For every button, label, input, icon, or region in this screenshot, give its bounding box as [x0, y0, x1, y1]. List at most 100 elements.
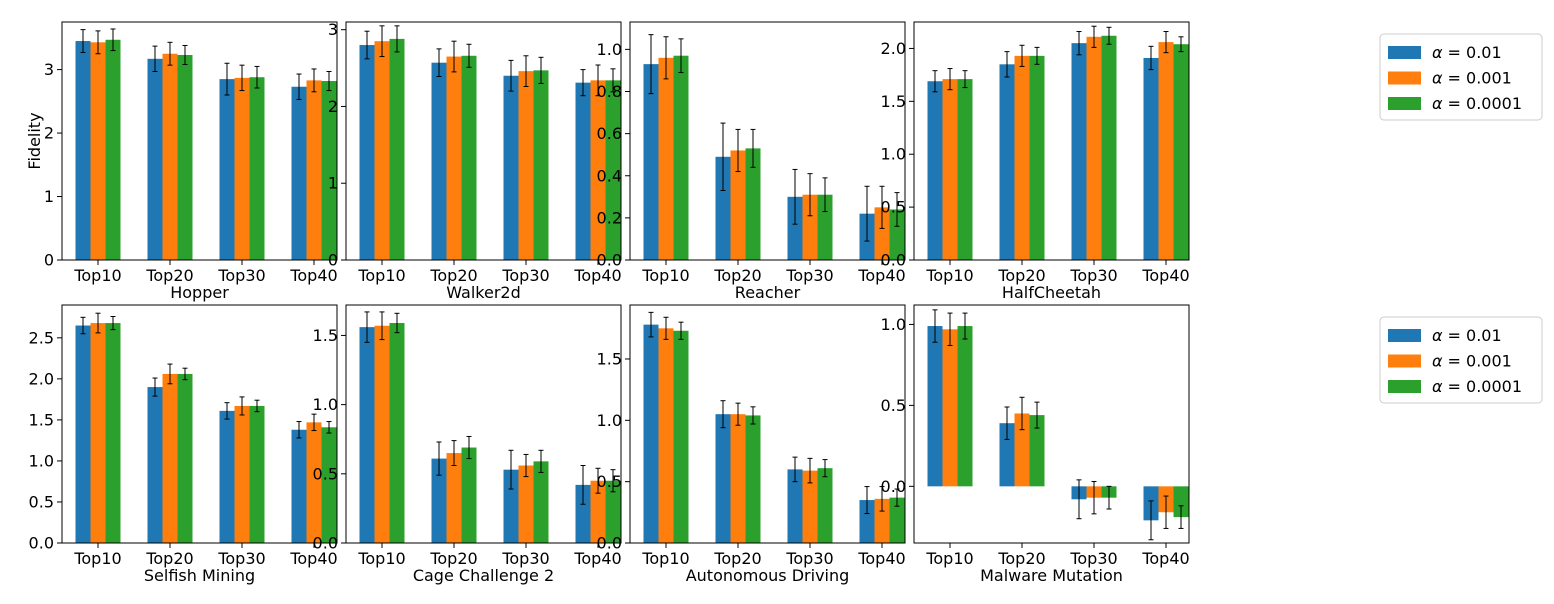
- legend-symbol: α: [1432, 326, 1443, 345]
- bar: [359, 327, 375, 543]
- bar: [105, 323, 121, 543]
- x-tick-label: Top30: [217, 266, 265, 285]
- bar: [590, 480, 606, 543]
- bar: [874, 207, 890, 260]
- bar: [1173, 486, 1189, 518]
- x-tick-label: Top20: [713, 266, 761, 285]
- x-axis-label: HalfCheetah: [1002, 283, 1101, 302]
- axes-frame: [913, 304, 1190, 544]
- bar: [219, 79, 235, 261]
- bar: [658, 57, 674, 260]
- bar: [461, 447, 477, 543]
- axes-frame: [61, 21, 338, 261]
- bar: [889, 497, 905, 543]
- y-tick-label: 0.5: [313, 464, 338, 483]
- bar: [374, 325, 390, 543]
- bar: [147, 58, 163, 260]
- y-tick-label: 1.0: [597, 40, 622, 59]
- bar: [291, 86, 307, 261]
- axes-frame: [345, 304, 622, 544]
- x-tick-label: Top20: [145, 266, 193, 285]
- bar: [1014, 413, 1030, 487]
- y-tick-label: 1.0: [881, 145, 906, 164]
- bar: [389, 38, 405, 261]
- legend: α = 0.01 α = 0.001 α = 0.0001: [1379, 33, 1543, 121]
- legend-symbol: α: [1432, 43, 1443, 62]
- legend-value: = 0.01: [1448, 43, 1502, 62]
- legend-swatch: [1388, 380, 1421, 393]
- bar: [1101, 35, 1117, 260]
- y-tick-label: 0.5: [881, 396, 906, 415]
- x-tick-label: Top40: [1141, 549, 1189, 568]
- x-tick-label: Top30: [501, 549, 549, 568]
- y-tick-label: 1.0: [881, 315, 906, 334]
- y-tick-label: 1.5: [597, 349, 622, 368]
- x-tick-label: Top10: [925, 549, 973, 568]
- bar: [745, 148, 761, 260]
- bar: [605, 480, 621, 543]
- y-tick-label: 1.5: [29, 410, 54, 429]
- subplot-malware-mutation: 0.0 0.5 1.0 Top10 Top20 Top30 Top40 Malware Mut…: [881, 304, 1190, 585]
- bar: [518, 465, 534, 543]
- bar: [321, 427, 337, 543]
- bar: [90, 323, 106, 543]
- axes-frame: [629, 21, 906, 261]
- x-tick-label: Top10: [73, 266, 121, 285]
- axes-frame: [913, 21, 1190, 261]
- x-tick-label: Top10: [73, 549, 121, 568]
- bar: [1143, 57, 1159, 260]
- axes-frame: [629, 304, 906, 544]
- y-tick-label: 0: [328, 251, 338, 270]
- y-tick-label: 2: [328, 97, 338, 116]
- bar: [75, 41, 91, 260]
- bar: [643, 64, 659, 260]
- bar: [957, 79, 973, 261]
- y-tick-label: 3: [328, 20, 338, 39]
- legend-swatch: [1388, 97, 1421, 110]
- bar: [306, 422, 322, 543]
- subplot-hopper: 0 1 2 3 Top10 Top20 Top30 Top40 Hopper Fidelity: [25, 21, 338, 302]
- x-tick-label: Top40: [857, 549, 905, 568]
- bar: [431, 458, 447, 543]
- y-tick-label: 2.0: [881, 39, 906, 58]
- bar: [503, 75, 519, 260]
- y-tick-label: 0: [44, 251, 54, 270]
- legend-swatch: [1388, 71, 1421, 85]
- bar: [431, 62, 447, 260]
- y-tick-label: 1: [44, 187, 54, 206]
- bar: [306, 80, 322, 260]
- bar: [1071, 43, 1087, 261]
- bar: [446, 453, 462, 543]
- bar: [715, 414, 731, 543]
- y-tick-label: 0.0: [881, 477, 906, 496]
- bar: [533, 461, 549, 543]
- bar: [715, 156, 731, 260]
- subplot-selfish-mining: 0.0 0.5 1.0 1.5 2.0 2.5 Top10 Top20 Top30 Top40 Se…: [29, 304, 338, 585]
- legend-label: α = 0.0001: [1432, 94, 1522, 113]
- bar: [927, 326, 943, 487]
- x-axis-label: Reacher: [735, 283, 801, 302]
- legend-value: = 0.001: [1448, 69, 1512, 88]
- bar: [817, 468, 833, 543]
- y-tick-label: 0.0: [881, 251, 906, 270]
- bar: [643, 324, 659, 543]
- bar: [889, 209, 905, 260]
- x-tick-label: Top30: [1069, 266, 1117, 285]
- axes-frame: [345, 21, 622, 261]
- bar: [730, 150, 746, 260]
- x-tick-label: Top20: [713, 549, 761, 568]
- x-axis-label: Cage Challenge 2: [413, 566, 554, 585]
- bar: [1158, 42, 1174, 260]
- y-tick-label: 2.5: [29, 328, 54, 347]
- x-axis-label: Walker2d: [446, 283, 521, 302]
- x-tick-label: Top30: [785, 549, 833, 568]
- bar: [927, 81, 943, 260]
- x-tick-label: Top40: [857, 266, 905, 285]
- x-tick-label: Top20: [997, 266, 1045, 285]
- bar: [673, 330, 689, 543]
- bar: [321, 81, 337, 260]
- bar: [1086, 36, 1102, 261]
- bar: [802, 194, 818, 260]
- bar: [745, 415, 761, 543]
- x-tick-label: Top30: [217, 549, 265, 568]
